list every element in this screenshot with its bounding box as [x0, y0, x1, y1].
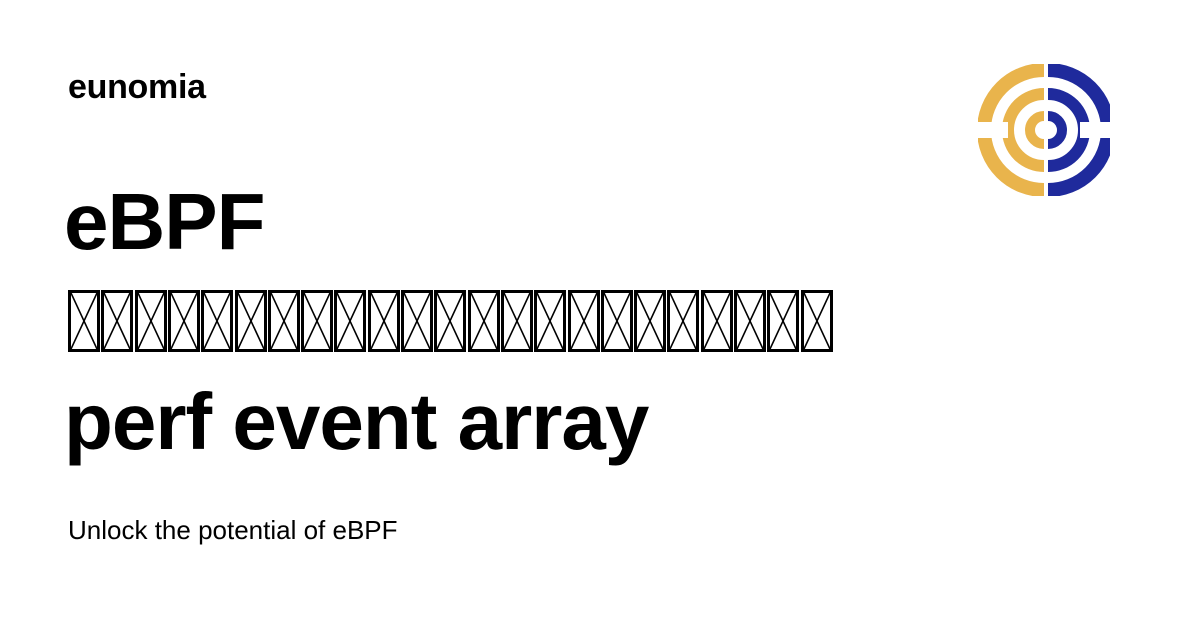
- missing-glyph-box: [767, 290, 800, 352]
- missing-glyph-box: [434, 290, 467, 352]
- title-line-1: eBPF: [64, 177, 266, 266]
- title-line-3: perf event array: [64, 377, 649, 466]
- missing-glyph-box: [700, 290, 733, 352]
- missing-glyph-box: [667, 290, 700, 352]
- missing-glyph-box: [134, 290, 167, 352]
- missing-glyph-box: [600, 290, 633, 352]
- page-title: eBPF perf event array: [64, 172, 924, 472]
- missing-glyph-box: [634, 290, 667, 352]
- missing-glyph-box: [68, 290, 100, 352]
- brand-name: eunomia: [68, 68, 206, 106]
- missing-glyph-box: [800, 290, 833, 352]
- missing-glyph-box: [167, 290, 200, 352]
- missing-glyph-box: [301, 290, 334, 352]
- missing-glyph-box: [334, 290, 367, 352]
- missing-glyph-box: [467, 290, 500, 352]
- missing-glyph-box: [534, 290, 567, 352]
- missing-glyph-box: [267, 290, 300, 352]
- missing-glyph-box: [101, 290, 134, 352]
- missing-glyph-box: [401, 290, 433, 352]
- missing-glyph-box: [500, 290, 533, 352]
- missing-glyph-box: [201, 290, 234, 352]
- tagline: Unlock the potential of eBPF: [68, 515, 398, 545]
- eunomia-logo-icon: [977, 63, 1115, 197]
- missing-glyph-box: [234, 290, 267, 352]
- missing-glyph-box: [367, 290, 400, 352]
- title-line-2-missing-glyphs: [64, 272, 924, 372]
- missing-glyph-box: [734, 290, 766, 352]
- missing-glyph-box: [567, 290, 600, 352]
